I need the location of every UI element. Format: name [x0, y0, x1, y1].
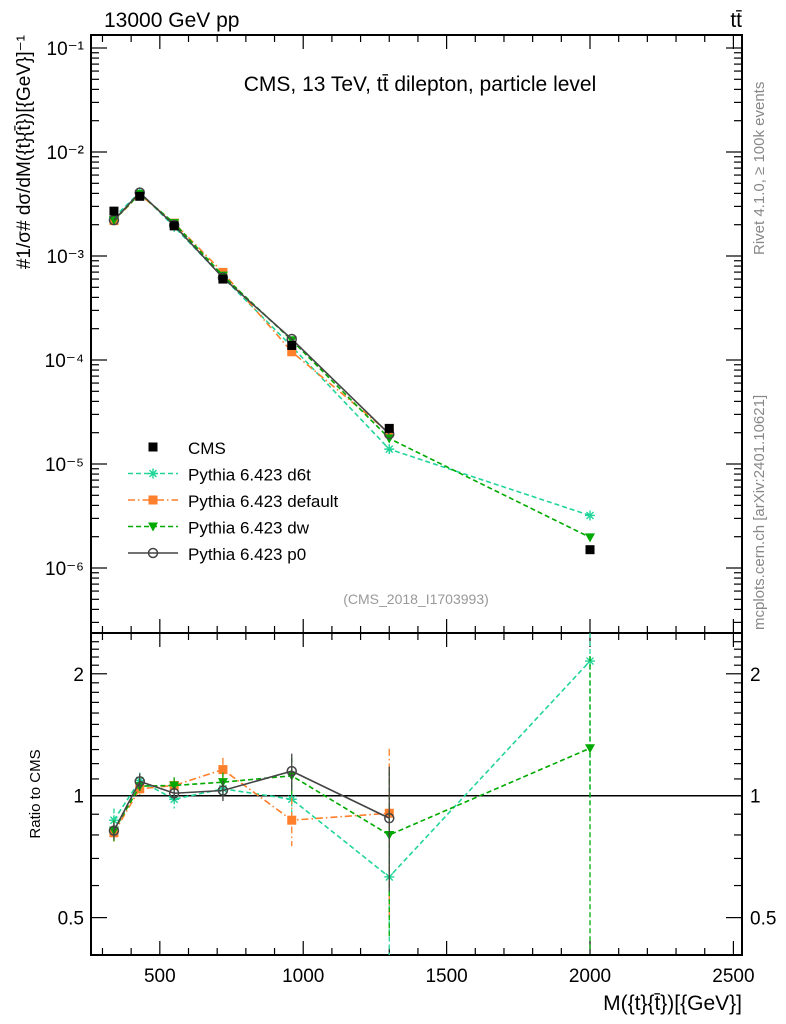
data-point	[384, 444, 395, 455]
legend-marker	[148, 442, 158, 452]
data-point	[286, 336, 297, 346]
legend: CMS Pythia 6.423 d6t Pythia 6.423 default P…	[128, 439, 339, 564]
data-point	[218, 274, 228, 284]
y-tick-label: 10⁻⁶	[45, 559, 84, 580]
series-line	[113, 192, 591, 539]
data-point	[108, 214, 120, 226]
analysis-id: (CMS_2018_I1703993)	[343, 591, 489, 607]
data-point	[384, 428, 394, 438]
legend-label: Pythia 6.423 p0	[188, 545, 306, 564]
ratio-y-tick-label-right: 1	[750, 787, 761, 808]
legend-marker	[148, 495, 158, 505]
data-point	[109, 206, 119, 216]
ratio-series-pythia-6-423-dw	[108, 656, 596, 953]
ratio-series-pythia-6-423-d6t	[108, 633, 596, 955]
ratio-point	[287, 815, 297, 825]
ratio-point	[108, 825, 120, 836]
x-tick-label: 1000	[282, 966, 324, 987]
legend-label: Pythia 6.423 dw	[188, 519, 310, 538]
ratio-point	[384, 812, 395, 824]
x-tick-label: 2000	[569, 966, 611, 987]
data-point	[585, 533, 596, 543]
ratio-y-tick-label: 1	[73, 787, 84, 808]
main-frame	[90, 34, 743, 634]
ratio-line	[113, 770, 390, 831]
header-process: 13000 GeV pp	[104, 9, 239, 32]
legend-marker	[147, 547, 159, 559]
mcplots-label: mcplots.cern.ch [arXiv:2401.10621]	[751, 395, 768, 630]
x-tick-label: 1500	[425, 966, 467, 987]
legend-item: Pythia 6.423 p0	[128, 545, 306, 564]
ratio-point	[134, 776, 146, 787]
y-axis-label: #1/σ# dσ/dM({t}{t̄})[{GeV}]⁻¹	[14, 35, 35, 269]
ratio-point	[168, 788, 180, 799]
x-axis-label: M({t}{t̄})[{GeV}]	[603, 992, 742, 1015]
ratio-line	[113, 660, 591, 879]
ratio-line	[113, 747, 591, 836]
series-pythia-6-423-p0	[108, 187, 395, 440]
ratio-series-pythia-6-423-p0	[108, 753, 395, 892]
ratio-y-tick-label: 2	[73, 665, 84, 686]
legend-label: Pythia 6.423 d6t	[188, 466, 311, 485]
ratio-y-tick-label-right: 2	[750, 665, 761, 686]
data-point	[287, 347, 297, 357]
data-point	[585, 510, 596, 521]
legend-label: Pythia 6.423 default	[188, 492, 339, 511]
ratio-point	[585, 744, 596, 754]
x-tick-label: 500	[144, 966, 176, 987]
y-tick-label: 10⁻⁴	[45, 351, 84, 372]
series-pythia-6-423-dw	[108, 189, 596, 543]
ratio-point	[286, 765, 297, 777]
legend-item: Pythia 6.423 dw	[128, 519, 310, 538]
ratio-y-axis-label: Ratio to CMS	[27, 749, 44, 838]
series-line	[113, 191, 591, 517]
ratio-line	[113, 768, 390, 834]
legend-item: CMS	[148, 439, 226, 458]
ratio-point	[169, 781, 180, 791]
header-final-state: tt̄	[730, 9, 742, 32]
y-tick-label: 10⁻³	[47, 247, 85, 268]
ratio-y-tick-label-right: 0.5	[750, 909, 776, 930]
y-tick-label: 10⁻²	[47, 143, 85, 164]
data-point	[384, 423, 394, 433]
legend-item: Pythia 6.423 default	[128, 492, 339, 511]
ratio-frame	[90, 632, 743, 956]
legend-marker	[148, 468, 158, 479]
series-pythia-6-423-d6t	[108, 187, 596, 521]
data-point	[169, 221, 179, 231]
data-point	[135, 191, 145, 201]
y-tick-label: 10⁻⁵	[45, 455, 84, 476]
legend-item: Pythia 6.423 d6t	[128, 466, 311, 485]
x-tick-label: 2500	[712, 966, 754, 987]
legend-marker	[148, 522, 158, 532]
ratio-series-pythia-6-423-default	[109, 748, 394, 916]
plot-title: CMS, 13 TeV, tt̄ dilepton, particle leve…	[244, 73, 597, 96]
series-cms	[109, 191, 595, 555]
y-tick-label: 10⁻¹	[47, 39, 85, 60]
rivet-label: Rivet 4.1.0, ≥ 100k events	[751, 82, 768, 255]
legend-label: CMS	[188, 439, 226, 458]
data-point	[585, 545, 595, 555]
data-point	[287, 340, 297, 350]
ratio-panel: 500 1000 1500 2000 2500 0.5 0.5 1 1 2 2	[58, 35, 776, 987]
ratio-point	[217, 785, 229, 796]
ratio-y-tick-label: 0.5	[58, 909, 84, 930]
ratio-point	[218, 765, 228, 775]
